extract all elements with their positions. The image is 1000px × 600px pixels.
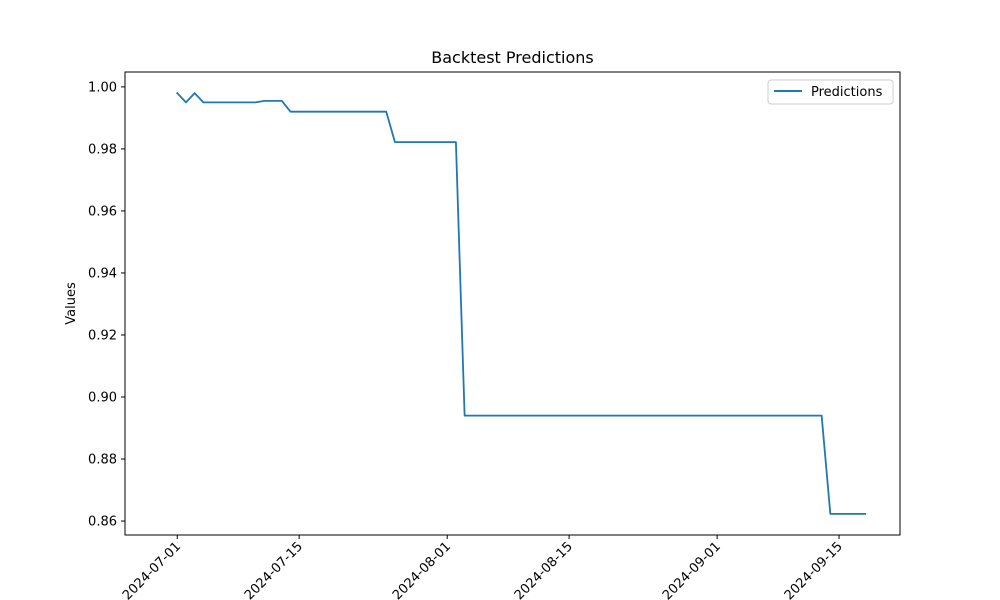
y-tick-label: 0.96 [88, 204, 117, 219]
legend-label-predictions: Predictions [811, 85, 883, 100]
chart-title: Backtest Predictions [431, 48, 593, 67]
y-axis: 0.86 0.88 0.90 0.92 0.94 0.96 0.98 1.00 [88, 80, 125, 530]
y-tick-label: 1.00 [88, 80, 117, 95]
y-tick-label: 0.94 [88, 266, 117, 281]
y-tick-label: 0.98 [88, 142, 117, 157]
series-line-predictions [175, 91, 867, 515]
y-tick-label: 0.88 [88, 453, 117, 468]
y-tick-label: 0.86 [88, 515, 117, 530]
y-tick-label: 0.92 [88, 328, 117, 343]
y-tick-label: 0.90 [88, 390, 117, 405]
legend-box [767, 79, 894, 105]
y-axis-label: Values [64, 282, 79, 325]
legend: Predictions [767, 79, 894, 105]
plot-area-frame [124, 71, 901, 536]
